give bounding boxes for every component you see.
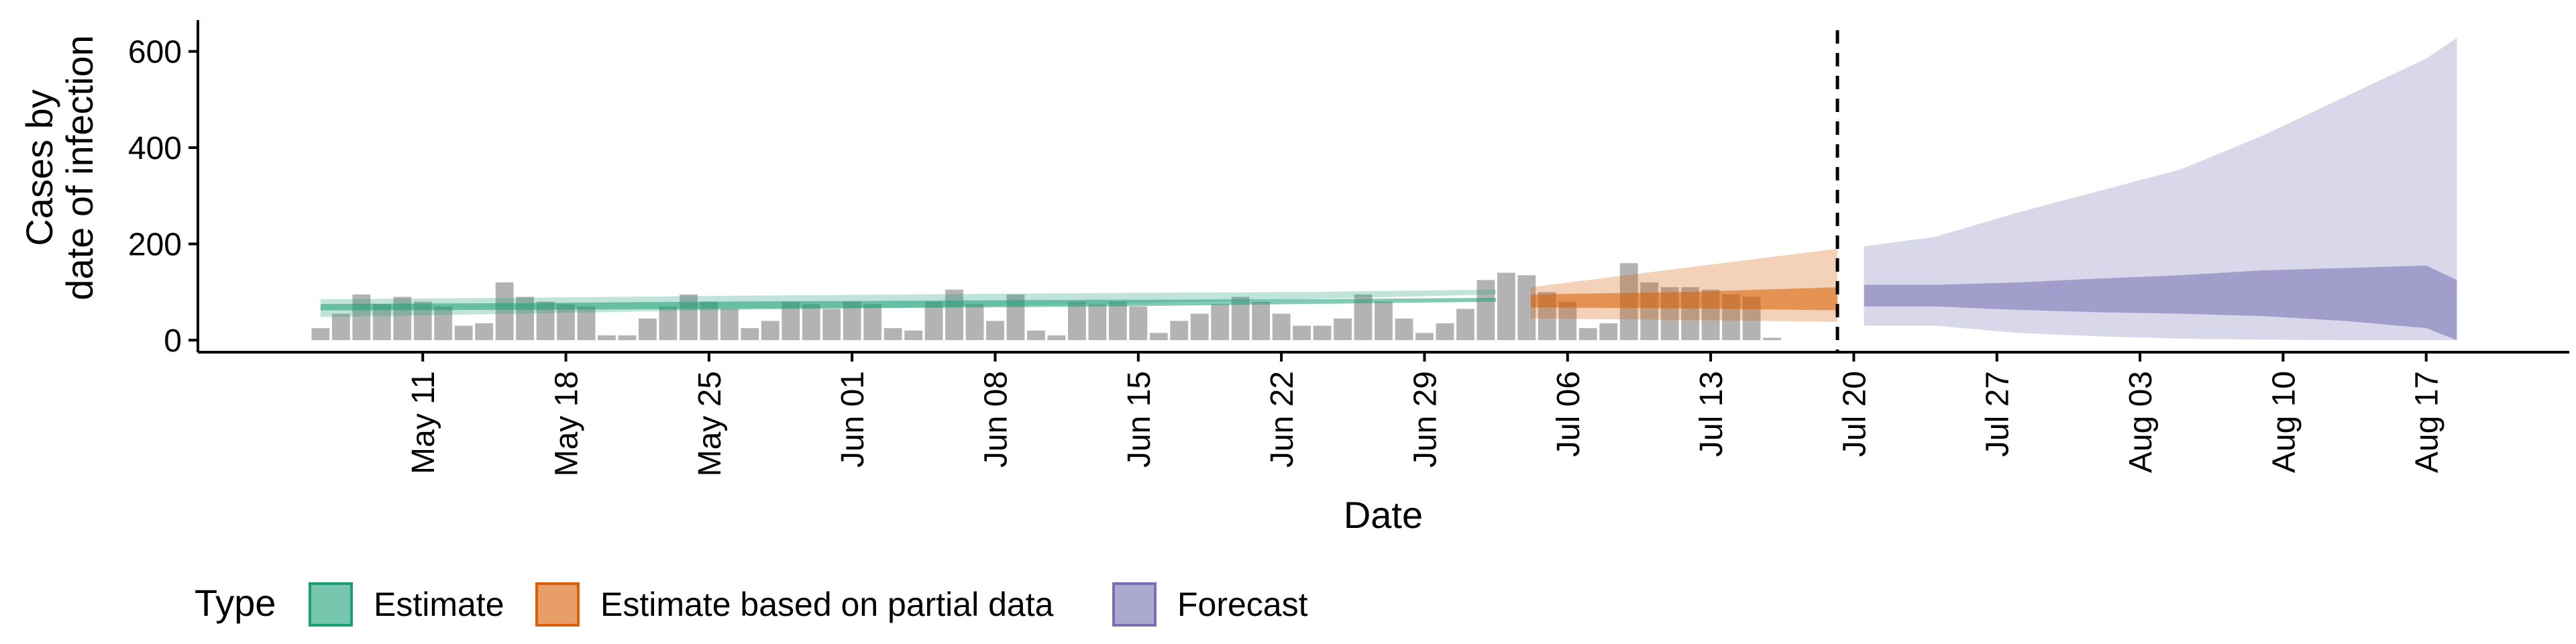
bar — [557, 304, 575, 341]
bar — [1497, 272, 1515, 341]
estimate-inner-band — [320, 297, 1497, 311]
legend-label-partial: Estimate based on partial data — [600, 586, 1054, 623]
bar — [1149, 333, 1168, 341]
bar — [1395, 318, 1413, 341]
y-tick-label: 600 — [128, 35, 182, 70]
bar — [618, 335, 637, 341]
bar — [741, 328, 759, 341]
legend-key-forecast — [1112, 582, 1157, 627]
y-axis-title-line1: Cases by — [18, 89, 60, 246]
bands-layer — [320, 38, 2457, 341]
bar — [1517, 275, 1536, 341]
x-tick-label: Aug 17 — [2410, 371, 2445, 473]
estimate-based-on-partial-data-inner-band — [1530, 287, 1837, 311]
bar — [822, 309, 841, 341]
bar — [1108, 301, 1127, 341]
axes-layer: 0 200 400 600 May 11 May 18 May 25 Jun 01 Jun 08… — [128, 20, 2569, 476]
legend-key-estimate — [309, 582, 353, 627]
legend-key-partial — [535, 582, 580, 627]
x-tick-label: May 11 — [406, 371, 441, 474]
bar — [986, 321, 1004, 341]
legend-label-estimate: Estimate — [374, 586, 504, 623]
bar — [1436, 323, 1454, 341]
bar — [475, 323, 494, 341]
bar — [352, 294, 371, 341]
bar — [1456, 309, 1474, 341]
x-tick-label: May 25 — [692, 371, 728, 476]
bar — [1334, 318, 1352, 341]
bar — [1067, 301, 1086, 341]
legend-label-forecast: Forecast — [1177, 586, 1308, 623]
bar — [598, 335, 616, 341]
bar — [924, 301, 943, 341]
estimate-based-on-partial-data-outer-band — [1530, 248, 1837, 322]
x-tick-label: Aug 10 — [2266, 371, 2302, 473]
x-tick-label: Jun 01 — [835, 371, 871, 468]
bar — [434, 306, 453, 341]
x-axis-title: Date — [1344, 494, 1423, 536]
bar — [1477, 280, 1495, 341]
bar — [1088, 304, 1107, 341]
bar — [1190, 313, 1209, 341]
bar — [1211, 304, 1230, 341]
bar — [1293, 325, 1311, 341]
bar — [639, 318, 657, 341]
bar — [863, 304, 882, 341]
bar — [720, 309, 739, 341]
bar — [1170, 321, 1189, 341]
bar — [1252, 301, 1271, 341]
bar — [495, 282, 514, 341]
bar — [577, 306, 596, 341]
y-tick-label: 0 — [164, 323, 182, 359]
bar — [904, 330, 923, 341]
bar — [331, 313, 350, 341]
legend: Type Estimate Estimate based on partial … — [195, 582, 1308, 627]
bar — [454, 325, 473, 341]
bar — [1129, 306, 1148, 341]
x-tick-label: Jun 22 — [1265, 371, 1300, 468]
bar — [1640, 282, 1659, 341]
x-tick-label: Aug 03 — [2123, 371, 2159, 473]
bar — [1763, 337, 1781, 341]
forecast-inner-band — [1864, 265, 2457, 341]
bar — [1047, 335, 1066, 341]
bar — [945, 289, 963, 341]
x-tick-label: Jun 08 — [978, 371, 1014, 468]
bar — [1027, 330, 1045, 341]
bar — [1578, 328, 1597, 341]
x-tick-label: Jun 15 — [1122, 371, 1157, 468]
bar — [1272, 313, 1291, 341]
x-tick-label: May 18 — [549, 371, 585, 476]
bar — [1558, 301, 1577, 341]
bar — [659, 306, 678, 341]
x-tick-label: Jul 13 — [1694, 371, 1729, 457]
bar — [1375, 301, 1393, 341]
bar — [802, 304, 820, 341]
bar — [1313, 325, 1332, 341]
y-axis-title-line2: date of infection — [58, 35, 101, 300]
bar — [965, 304, 984, 341]
bar — [761, 321, 780, 341]
bar — [1415, 333, 1434, 341]
x-tick-label: Jul 27 — [1980, 371, 2016, 457]
bar — [883, 328, 902, 341]
x-tick-label: Jun 29 — [1407, 371, 1443, 468]
x-tick-label: Jul 20 — [1837, 371, 1872, 457]
y-tick-label: 400 — [128, 131, 182, 166]
y-tick-label: 200 — [128, 227, 182, 263]
legend-title: Type — [195, 582, 276, 624]
bar — [1599, 323, 1618, 341]
bar — [311, 328, 330, 341]
x-tick-label: Jul 06 — [1551, 371, 1587, 457]
forecast-outer-band — [1864, 38, 2457, 341]
